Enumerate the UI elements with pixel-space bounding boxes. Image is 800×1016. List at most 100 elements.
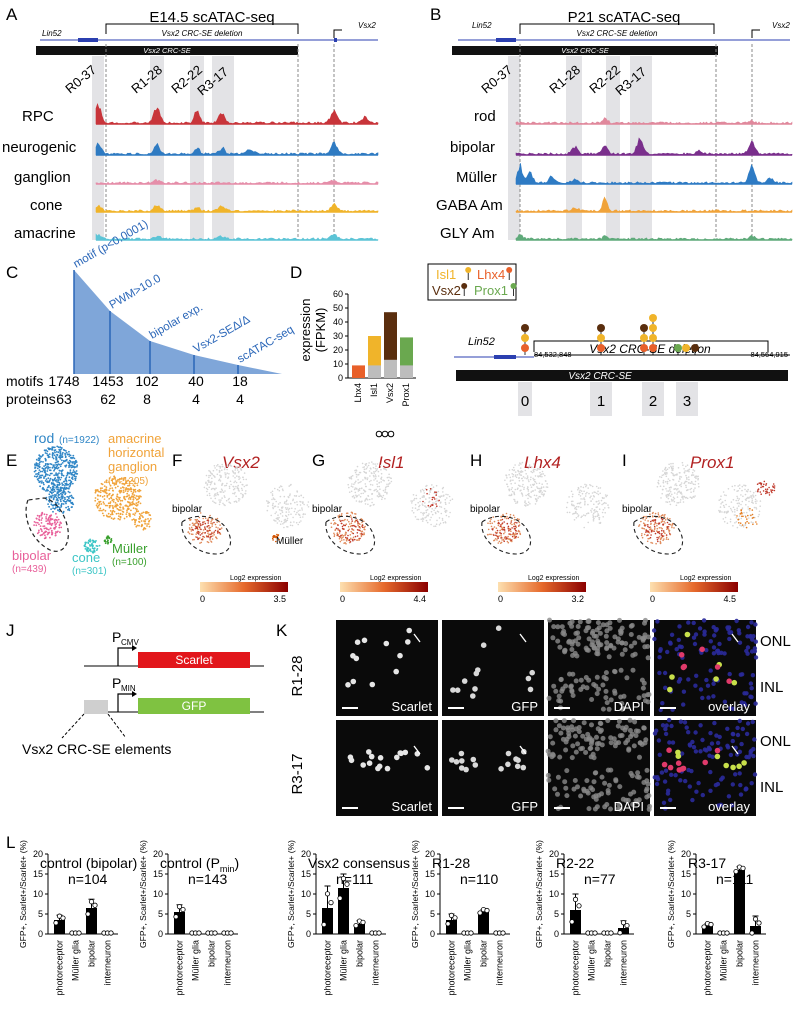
feature-cell [539,487,541,490]
x-tick-label: bipolar [207,940,217,967]
feature-cell [677,501,680,504]
feature-cell [722,504,725,507]
cell-amacrine [98,509,101,512]
feature-cell [361,462,364,465]
feature-cell [685,486,687,489]
cell-amacrine [95,504,98,507]
cell-amacrine [128,484,131,487]
cell-amacrine [104,491,107,494]
feature-cell [489,520,491,523]
feature-cell [219,465,222,468]
feature-cell [383,467,385,470]
feature-cell [273,536,276,538]
feature-cell [521,461,524,464]
feature-cell [210,520,212,523]
feature-cell [356,529,359,531]
feature-cell [297,510,300,512]
feature-cell [742,495,744,498]
feature-cell [336,532,339,534]
feature-cell [283,519,286,521]
nucleus [753,701,758,706]
labeled-cell [458,750,465,757]
feature-cell [493,539,495,542]
cell-rod [39,470,42,473]
feature-cell [508,538,510,540]
feature-cell [517,536,519,539]
feature-cell [586,491,588,494]
feature-cell [202,521,204,524]
feature-cell [217,527,219,529]
feature-cell [604,494,607,496]
cell-amacrine [110,517,113,520]
cell-amacrine [144,518,147,521]
feature-cell [677,488,679,490]
feature-cell [752,494,754,496]
micro-panel-1-1: GFP [442,720,544,816]
cell-rod [64,484,66,487]
feature-cell [666,490,668,492]
feature-cell [684,496,687,499]
nucleus [545,748,551,754]
cell-amacrine [137,498,139,501]
feature-cell [590,511,593,513]
cell-rod [64,493,66,496]
bar-inner-prox1 [400,365,413,378]
feature-cell [591,485,594,488]
feature-cell [766,488,769,491]
feature-cell [204,517,207,520]
feature-gene-vsx2: Vsx2 [222,453,260,472]
feature-cell [208,469,210,472]
nucleus [604,700,610,706]
feature-cell [665,475,668,478]
scarlet-box [138,652,250,668]
feature-cell [211,477,213,480]
feature-cell [351,520,354,522]
feature-cell [536,499,538,501]
feature-cell [654,512,657,515]
feature-cell [363,526,366,529]
cell-rod [40,482,43,484]
feature-cell [197,523,200,525]
labeled-cell [675,749,681,756]
feature-cell [278,538,280,541]
element-callout-right [107,713,127,739]
feature-cell [349,534,352,536]
feature-cell [594,515,597,518]
cell-bipolar [60,526,63,529]
cell-bipolar [56,531,58,534]
feature-cell [356,495,359,497]
nucleus [622,647,628,653]
nucleus [600,735,606,741]
feature-cell [365,467,368,470]
cell-amacrine [108,497,111,500]
nucleus [658,648,663,653]
feature-cell [605,495,607,498]
bar-0 [174,912,185,934]
feature-cell [671,500,673,502]
feature-cell [436,519,438,522]
feature-cell [385,486,387,489]
feature-cell [344,534,346,537]
feature-cell [644,525,646,527]
labeled-cell [726,678,732,684]
feature-cell [750,514,752,517]
feature-cell [357,479,359,481]
feature-cell [495,534,497,537]
labeled-cell [384,765,391,772]
feature-cell [206,530,208,532]
feature-cell [593,495,595,498]
cell-amacrine [127,501,130,504]
feature-cell [743,511,745,514]
nucleus [655,619,660,624]
feature-cell [337,524,339,526]
cell-rod [52,486,55,489]
feature-cell [698,485,700,488]
feature-cell [221,491,223,493]
feature-cell [344,524,347,527]
panel-b: B P21 scATAC-seq Vsx2 CRC-SE deletion Li… [430,5,793,242]
feature-cell [729,518,732,521]
region-label-2: 2 [649,393,657,410]
cell-amacrine [132,491,135,494]
nucleus [720,775,725,780]
feature-cell [239,477,241,479]
